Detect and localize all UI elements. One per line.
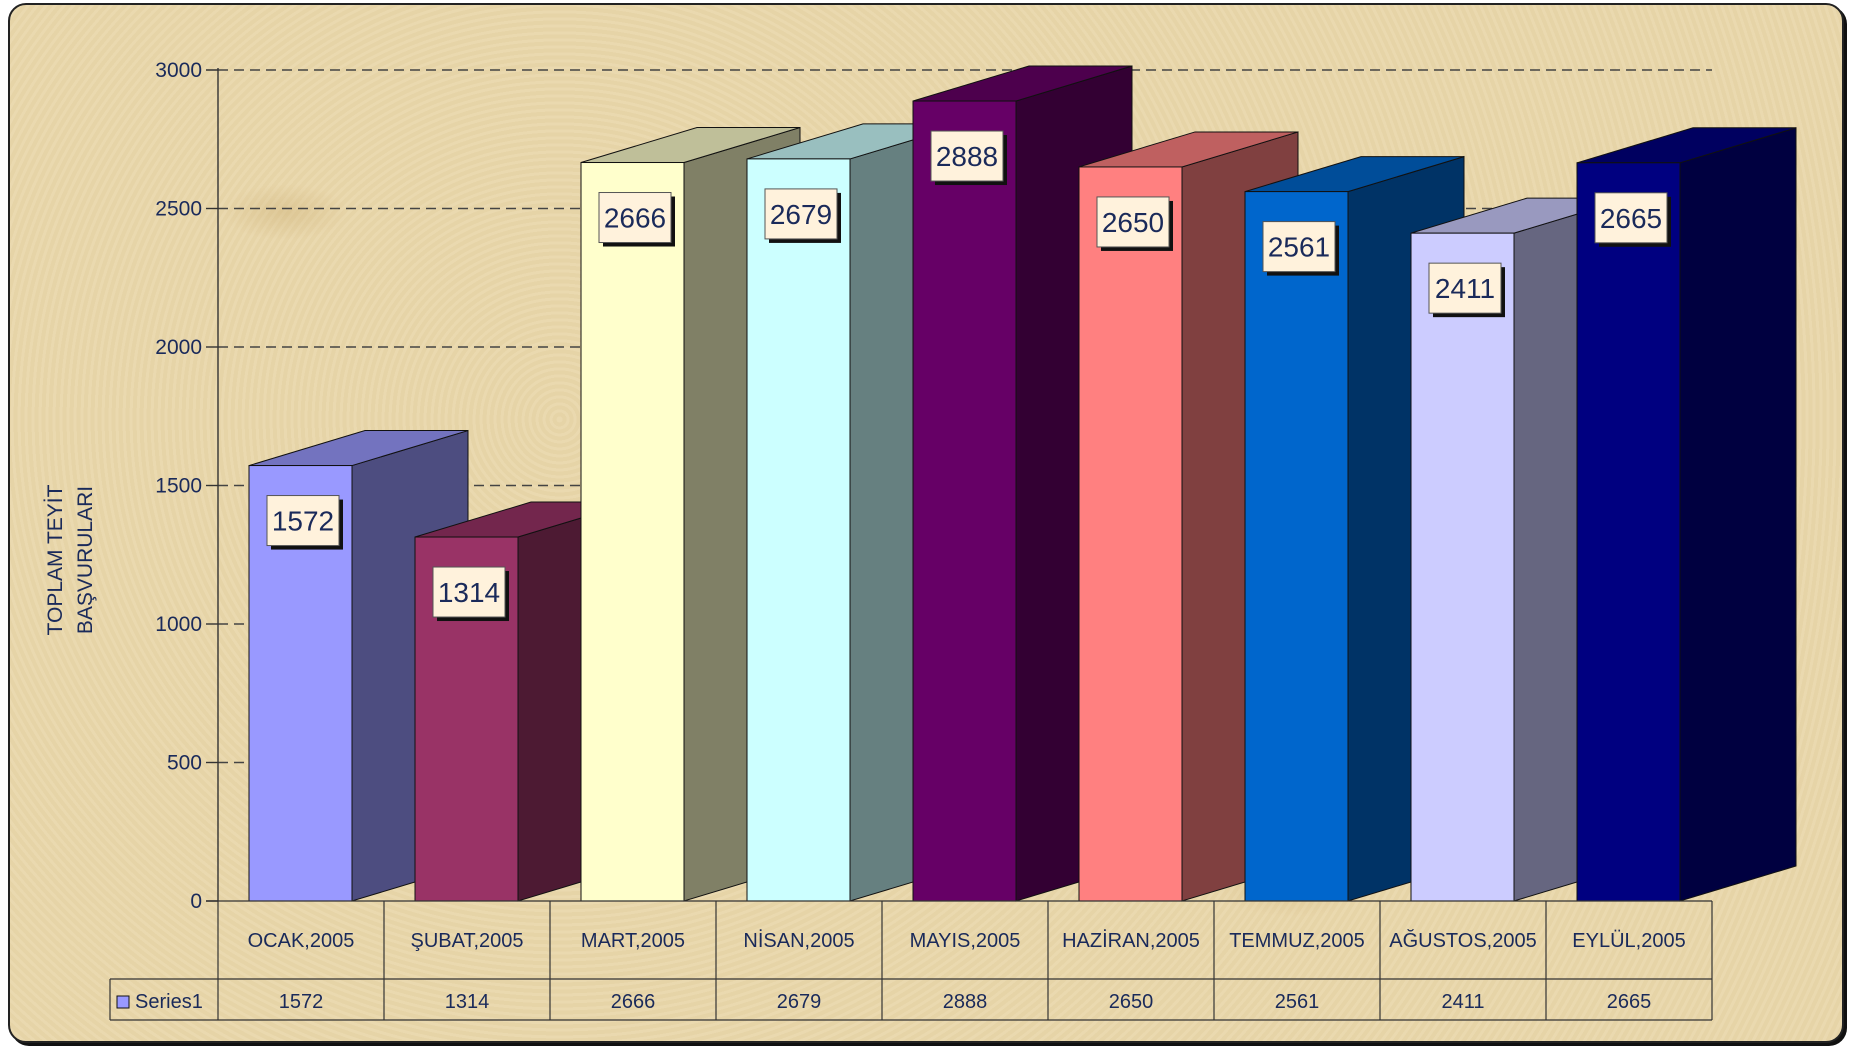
table-value: 2650 [1109,991,1154,1013]
y-tick-label: 2500 [155,198,202,221]
bar-8 [1410,232,1515,902]
x-tick-label: TEMMUZ,2005 [1229,930,1365,952]
x-tick-label: NİSAN,2005 [743,929,854,952]
legend-swatch [116,995,130,1009]
bar-chart: 0 500 1000 1500 2000 2500 3000 TOPLAM TEYİT BAŞV… [44,59,1797,1021]
x-tick-label: AĞUSTOS,2005 [1389,929,1536,952]
y-axis-title: BAŞVURULARI [74,486,97,634]
data-label: 2665 [1600,203,1662,234]
data-label: 2679 [770,199,832,230]
table-value: 1572 [279,991,324,1013]
bar-7 [1244,191,1349,902]
bar-6 [1078,166,1183,902]
table-value: 2411 [1441,991,1484,1013]
y-axis-title: TOPLAM TEYİT [44,484,67,635]
chart-frame: 0 500 1000 1500 2000 2500 3000 TOPLAM TEYİT BAŞV… [8,3,1844,1043]
y-tick-label: 1000 [155,613,202,636]
data-label-box [1428,262,1502,314]
x-tick-label: EYLÜL,2005 [1572,930,1685,952]
x-tick-label: HAZİRAN,2005 [1062,929,1200,952]
data-label: 1572 [272,506,334,537]
table-value: 1314 [445,991,490,1013]
data-label: 2650 [1102,207,1164,238]
bar-9 [1576,162,1681,902]
y-tick-label: 2000 [155,336,202,359]
legend-label: Series1 [135,991,203,1013]
data-label-box [1262,221,1336,273]
data-label-box [1096,196,1170,248]
table-value: 2679 [777,991,822,1013]
x-tick-label: MAYIS,2005 [910,930,1021,952]
bar-3 [580,162,685,902]
bar-side-9 [1679,127,1797,902]
table-value: 2888 [943,991,988,1013]
data-label: 2411 [1435,273,1495,304]
x-tick-label: OCAK,2005 [248,930,355,952]
table-value: 2665 [1607,991,1652,1013]
data-label-box [764,188,838,240]
x-tick-label: ŞUBAT,2005 [410,930,523,952]
data-label: 2666 [604,203,666,234]
data-label: 2561 [1268,232,1330,263]
x-tick-label: MART,2005 [581,930,685,952]
y-tick-label: 1500 [155,475,202,498]
table-value: 2561 [1275,991,1320,1013]
data-label-box [266,495,340,547]
table-value: 2666 [611,991,656,1013]
data-label-box [930,130,1004,182]
bar-4 [746,158,851,902]
bar-5 [912,100,1017,902]
data-label-box [432,566,506,618]
data-label: 1314 [438,577,500,608]
y-tick-label: 500 [167,752,202,775]
data-label-box [1594,192,1668,244]
y-tick-label: 0 [190,890,202,913]
data-label-box [598,192,672,244]
data-label: 2888 [936,141,998,172]
y-tick-label: 3000 [155,59,202,82]
